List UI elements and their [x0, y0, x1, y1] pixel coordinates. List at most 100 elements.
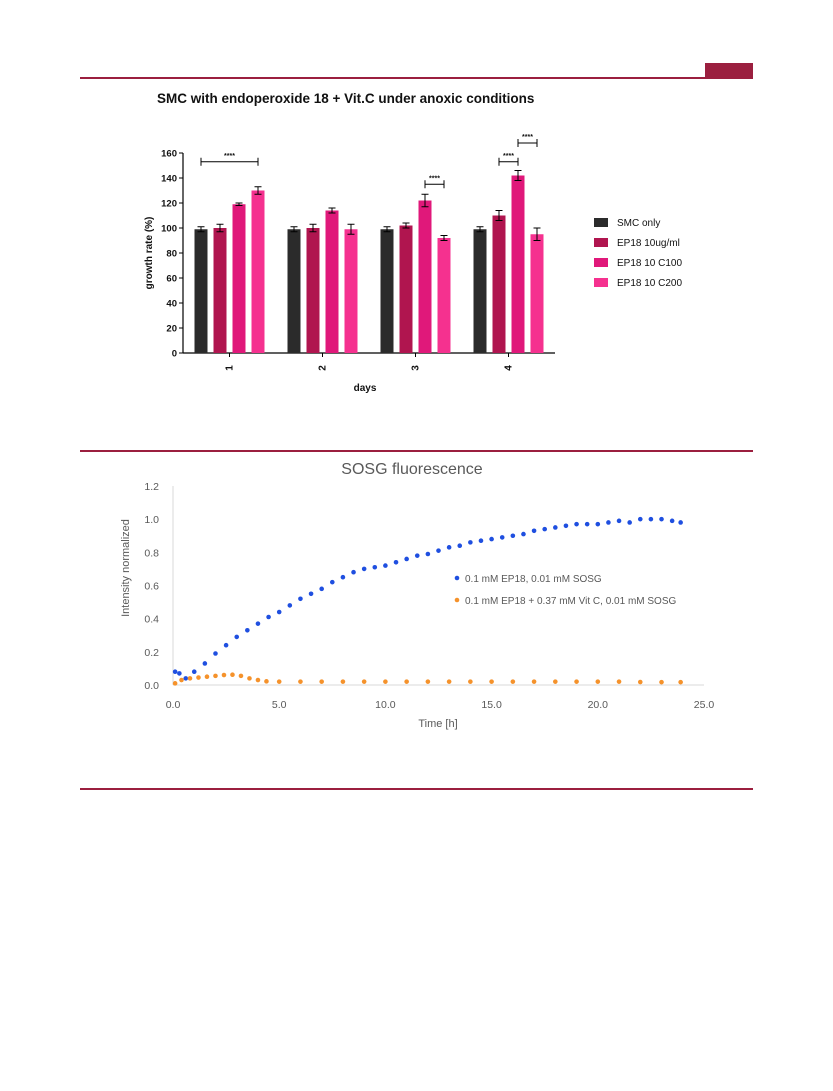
data-point [245, 627, 250, 633]
data-point [255, 621, 261, 626]
scatter-chart-y-tick-label: 1.0 [144, 514, 159, 526]
data-point [276, 679, 282, 684]
data-point [627, 520, 632, 525]
data-point [266, 614, 271, 620]
bar [344, 229, 358, 353]
data-point [213, 673, 218, 679]
section-rule-bottom [80, 788, 753, 790]
data-point [393, 559, 399, 565]
data-point [172, 681, 178, 686]
data-point [230, 672, 235, 678]
data-point [383, 563, 388, 568]
data-point [678, 679, 683, 685]
data-point [563, 523, 569, 529]
bar [492, 215, 506, 353]
bar-chart-x-tick-label: 2 [318, 365, 329, 371]
bar [251, 190, 265, 353]
data-point [446, 679, 452, 684]
bar [325, 210, 339, 353]
data-point [637, 679, 643, 685]
legend-label: EP18 10 C200 [617, 278, 682, 289]
data-point [213, 651, 218, 656]
bar-chart-x-axis-label: days [354, 383, 377, 394]
bar-chart-y-tick-label: 100 [161, 224, 177, 235]
scatter-chart-y-tick-label: 0.8 [144, 547, 159, 559]
data-point [414, 553, 420, 558]
bar [194, 229, 208, 353]
data-point [425, 679, 431, 684]
data-point [510, 679, 516, 684]
scatter-chart-y-axis-label: Intensity normalized [120, 519, 132, 617]
data-point [204, 674, 210, 680]
bar-chart-y-tick-label: 120 [161, 199, 177, 210]
legend-label: 0.1 mM EP18, 0.01 mM SOSG [465, 574, 602, 585]
bar-chart: SMC with endoperoxide 18 + Vit.C under a… [144, 91, 682, 394]
bar-chart-x-tick-label: 4 [504, 365, 515, 371]
bar [511, 175, 525, 353]
data-point [574, 521, 579, 527]
data-point [298, 596, 303, 602]
data-point [361, 566, 367, 572]
data-point [553, 525, 558, 530]
legend-label: 0.1 mM EP18 + 0.37 mM Vit C, 0.01 mM SOS… [465, 596, 677, 607]
data-point [221, 672, 227, 678]
data-point [478, 538, 484, 544]
data-point [616, 679, 622, 684]
legend-label: EP18 10 C100 [617, 258, 682, 269]
scatter-chart-title: SOSG fluorescence [341, 461, 483, 478]
data-point [238, 673, 244, 679]
scatter-chart-y-tick-label: 0.0 [144, 680, 159, 692]
data-point [172, 669, 178, 675]
scatter-chart-x-tick-label: 25.0 [694, 699, 715, 711]
legend-swatch [594, 258, 608, 267]
data-point [383, 679, 388, 684]
header-accent-tab [705, 63, 753, 78]
data-point [223, 642, 229, 648]
data-point [678, 520, 683, 525]
data-point [319, 586, 324, 592]
data-point [340, 574, 346, 580]
data-point [510, 533, 516, 539]
scatter-chart-x-tick-label: 10.0 [375, 699, 396, 711]
data-point [177, 671, 182, 676]
scatter-chart-y-tick-label: 0.6 [144, 581, 159, 593]
scatter-chart: SOSG fluorescence Intensity normalized T… [120, 461, 715, 730]
data-point [372, 564, 378, 570]
legend-marker [454, 575, 460, 581]
data-point [298, 679, 303, 684]
bar [232, 204, 246, 353]
data-point [319, 679, 324, 684]
bar [213, 228, 227, 353]
data-point [425, 551, 431, 557]
scatter-chart-x-axis-label: Time [h] [418, 718, 457, 730]
data-point [183, 676, 189, 681]
bar [380, 229, 394, 353]
data-point [595, 679, 601, 684]
data-point [659, 679, 664, 685]
data-point [234, 634, 240, 640]
data-point [202, 661, 208, 666]
significance-label: **** [429, 175, 440, 182]
data-point [542, 526, 547, 532]
data-point [521, 531, 526, 537]
data-point [330, 579, 335, 585]
data-point [616, 518, 622, 524]
bar [399, 225, 413, 353]
bar-chart-y-tick-label: 40 [166, 299, 177, 310]
data-point [187, 676, 193, 681]
bar [418, 200, 432, 353]
data-point [468, 540, 473, 545]
bar [530, 234, 544, 353]
data-point [595, 521, 601, 527]
data-point [648, 516, 654, 522]
bar-chart-y-tick-label: 0 [172, 349, 177, 360]
bar-chart-y-tick-label: 60 [166, 274, 177, 285]
scatter-chart-y-tick-label: 0.2 [144, 647, 159, 659]
data-point [659, 516, 664, 522]
bar-chart-y-tick-label: 20 [166, 324, 177, 335]
data-point [499, 535, 505, 540]
data-point [584, 521, 590, 527]
bar-chart-y-tick-label: 140 [161, 174, 177, 185]
bar-chart-x-tick-label: 1 [225, 365, 236, 371]
data-point [351, 569, 356, 575]
